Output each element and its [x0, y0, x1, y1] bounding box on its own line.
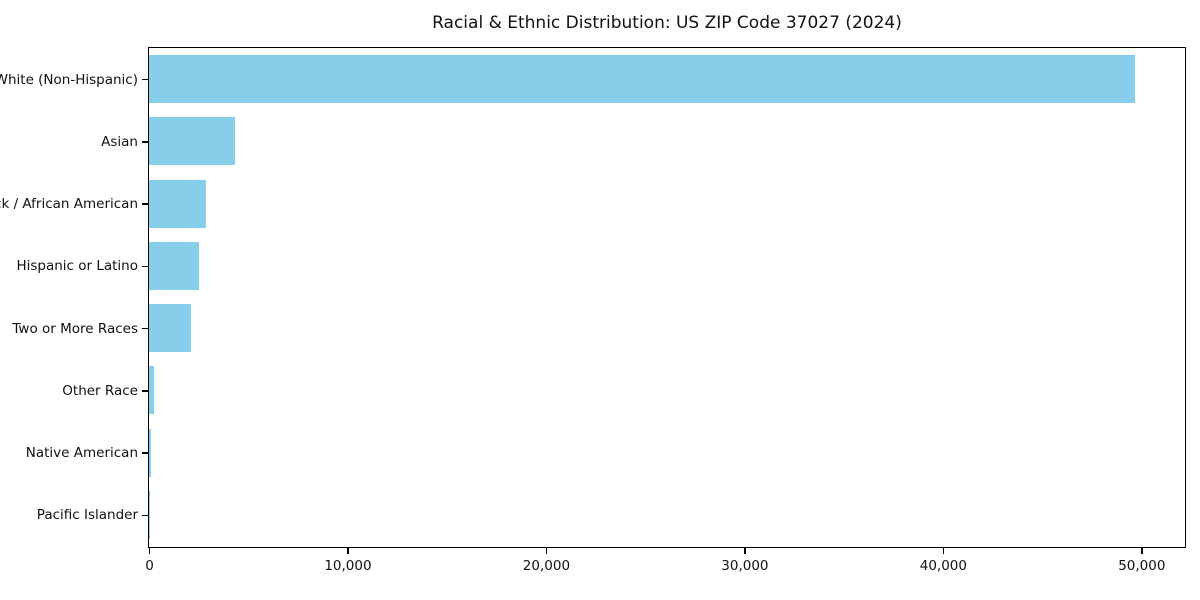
bar-row — [149, 366, 1185, 415]
x-axis-tick — [545, 548, 548, 554]
y-axis-tick — [142, 78, 148, 81]
y-axis-tick — [142, 390, 148, 392]
bar-row — [149, 428, 1185, 477]
y-axis-label: Black / African American — [0, 196, 138, 213]
y-axis-tick — [142, 514, 148, 517]
x-axis-label: 0 — [145, 558, 154, 574]
x-axis-label: 50,000 — [1118, 558, 1166, 574]
y-axis-tick — [142, 203, 148, 205]
y-axis-label: Asian — [101, 133, 138, 150]
y-axis-tick — [142, 265, 148, 268]
bar-row — [149, 117, 1185, 166]
plot-area — [148, 47, 1186, 548]
bar-pacific-islander — [149, 490, 150, 539]
x-axis-tick — [148, 548, 151, 554]
bar-row — [149, 241, 1185, 290]
y-axis-label: Two or More Races — [12, 320, 138, 337]
x-axis-tick — [1141, 548, 1143, 554]
y-axis-tick — [142, 327, 148, 330]
y-axis-label: White (Non-Hispanic) — [0, 71, 138, 88]
bar-row — [149, 179, 1185, 228]
chart-title: Racial & Ethnic Distribution: US ZIP Cod… — [432, 13, 902, 33]
bar-row — [149, 304, 1185, 353]
bar-other-race — [149, 366, 154, 415]
bar-asian — [149, 117, 235, 166]
bar-native-american — [149, 428, 151, 477]
x-axis-label: 10,000 — [324, 558, 372, 574]
bar-black-african-american — [149, 179, 206, 228]
x-axis-tick — [942, 548, 945, 554]
x-axis-label: 30,000 — [721, 558, 769, 574]
y-axis-label: Pacific Islander — [36, 507, 138, 524]
y-axis-label: Hispanic or Latino — [16, 258, 138, 275]
x-axis-tick — [744, 548, 746, 554]
y-axis-label: Native American — [25, 445, 138, 462]
x-axis-label: 20,000 — [522, 558, 571, 574]
y-axis-tick — [142, 141, 148, 143]
x-axis-tick — [347, 548, 349, 554]
bar-hispanic-or-latino — [149, 241, 199, 290]
bar-row — [149, 490, 1185, 539]
y-axis-label: Other Race — [62, 382, 138, 399]
bar-row — [149, 55, 1185, 104]
bar-two-or-more-races — [149, 304, 191, 353]
y-axis-tick — [142, 452, 148, 454]
bar-white-non-hispanic — [149, 55, 1136, 104]
x-axis-label: 40,000 — [919, 558, 967, 574]
